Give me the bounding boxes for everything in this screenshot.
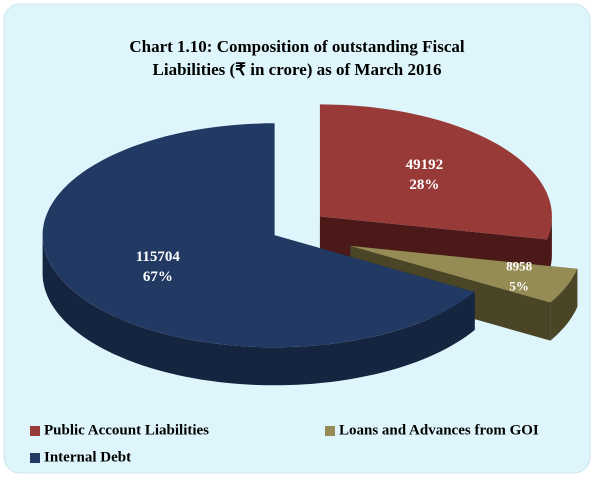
data-label: 28% <box>409 177 439 193</box>
legend-label: Loans and Advances from GOI <box>339 422 539 438</box>
data-label: 8958 <box>506 258 533 273</box>
legend-swatch <box>30 426 40 436</box>
legend-swatch <box>325 426 335 436</box>
chart-title: Liabilities (₹ in crore) as of March 201… <box>153 60 442 79</box>
data-label: 115704 <box>136 249 181 265</box>
slice-side <box>547 216 552 278</box>
slice-side <box>550 268 578 341</box>
slice <box>350 245 578 303</box>
slice <box>42 123 475 348</box>
legend-label: Internal Debt <box>44 449 131 465</box>
data-label: 49192 <box>406 157 444 173</box>
chart-title: Chart 1.10: Composition of outstanding F… <box>129 37 465 56</box>
legend-swatch <box>30 453 40 463</box>
legend-label: Public Account Liabilities <box>44 422 209 438</box>
slice <box>319 104 552 240</box>
data-label: 5% <box>509 278 529 293</box>
data-label: 67% <box>143 269 173 285</box>
slice-side <box>42 235 475 386</box>
